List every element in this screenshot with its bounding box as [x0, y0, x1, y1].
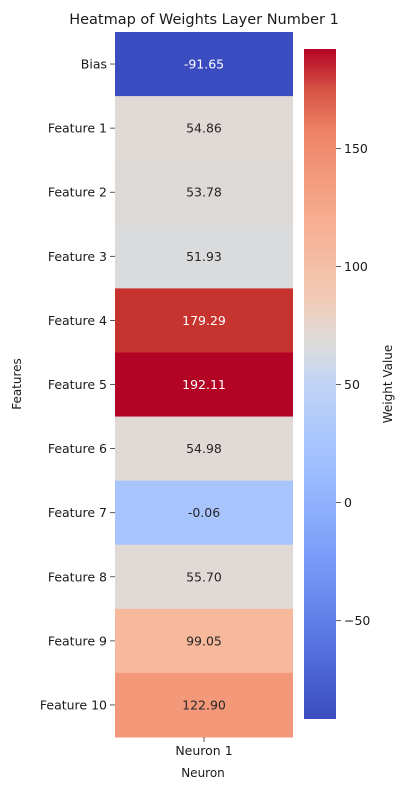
heatmap-cell [115, 160, 293, 225]
heatmap-cell [115, 352, 293, 418]
cell-value-label: 53.78 [186, 185, 222, 200]
cell-value-label: 51.93 [186, 249, 222, 264]
colorbar-tick-label: 50 [344, 377, 360, 392]
heatmap-cell [115, 96, 293, 161]
heatmap-cell [115, 32, 293, 97]
cell-value-label: 179.29 [182, 313, 226, 328]
row-tick-label: Feature 1 [48, 121, 107, 136]
cell-value-label: 99.05 [186, 633, 222, 648]
cell-value-label: 54.86 [186, 121, 222, 136]
colorbar-tick-label: 0 [344, 495, 352, 510]
cell-value-label: 54.98 [186, 441, 222, 456]
row-tick-label: Feature 9 [48, 633, 107, 648]
colorbar-label: Weight Value [381, 345, 395, 424]
colorbar-tick-label: −50 [344, 613, 370, 628]
row-tick-label: Feature 2 [48, 185, 107, 200]
colorbar-tick-label: 100 [344, 259, 368, 274]
cell-value-label: -91.65 [184, 57, 224, 72]
colorbar-tick-label: 150 [344, 141, 368, 156]
heatmap-cell [115, 480, 293, 546]
colorbar [304, 49, 336, 719]
heatmap-cells: -91.65 54.86 53.78 51.93 179.29 192.11 54.98 -0… [115, 32, 293, 738]
heatmap-cell [115, 416, 293, 482]
column-tick-labels: Neuron 1 [175, 737, 233, 758]
y-axis-label: Features [10, 358, 24, 410]
heatmap-cell [115, 288, 293, 353]
row-tick-label: Feature 3 [48, 249, 107, 264]
row-tick-label: Feature 6 [48, 441, 107, 456]
column-tick-label: Neuron 1 [175, 743, 232, 758]
heatmap-cell [115, 224, 293, 289]
x-axis-label: Neuron [181, 766, 225, 780]
cell-value-label: 55.70 [186, 569, 222, 584]
row-tick-label: Feature 10 [40, 697, 107, 712]
cell-value-label: -0.06 [188, 505, 220, 520]
row-tick-label: Feature 5 [48, 377, 107, 392]
row-tick-label: Feature 7 [48, 505, 107, 520]
heatmap-cell [115, 608, 293, 674]
heatmap-cell [115, 544, 293, 610]
row-tick-label: Feature 4 [48, 313, 107, 328]
cell-value-label: 192.11 [182, 377, 226, 392]
cell-value-label: 122.90 [182, 697, 226, 712]
chart-title: Heatmap of Weights Layer Number 1 [69, 12, 339, 28]
row-tick-label: Bias [81, 57, 107, 72]
row-tick-label: Feature 8 [48, 569, 107, 584]
row-tick-labels: Bias Feature 1 Feature 2 Feature 3 Feature 4… [40, 57, 115, 712]
heatmap-cell [115, 672, 293, 738]
colorbar-ticks: −50 0 50 100 150 [336, 141, 370, 628]
